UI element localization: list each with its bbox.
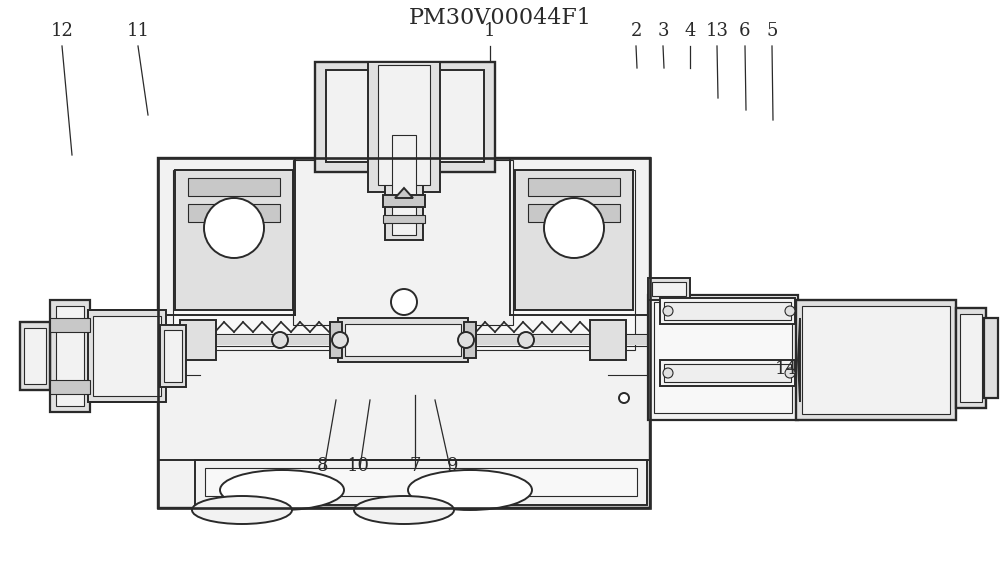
Ellipse shape [354,496,454,524]
Bar [648,278,690,300]
Text: 4: 4 [684,22,696,40]
Bar [802,306,950,414]
Bar [88,310,166,402]
Circle shape [663,306,673,316]
Circle shape [458,332,474,348]
Circle shape [518,332,534,348]
Bar [158,158,650,508]
Text: 5: 5 [766,22,778,40]
Bar [56,306,84,406]
Bar [652,282,686,296]
Bar [20,322,50,390]
Bar [188,178,280,196]
Bar [158,335,650,345]
Bar [515,170,633,310]
Text: 1: 1 [484,22,496,40]
Bar [180,320,216,360]
Bar [528,204,620,222]
Bar [383,215,425,223]
Text: 7: 7 [409,457,421,475]
Bar [50,318,90,332]
Bar [164,330,182,382]
Bar [960,314,982,402]
Text: 8: 8 [316,457,328,475]
Circle shape [785,306,795,316]
Bar [175,170,293,310]
Bar [173,170,635,350]
Bar [188,204,280,222]
Text: 14: 14 [775,360,797,378]
Circle shape [663,368,673,378]
Bar [160,325,186,387]
Ellipse shape [220,470,344,510]
Bar [368,62,440,192]
Bar [338,318,468,362]
Bar [648,295,798,420]
Text: 6: 6 [739,22,751,40]
Bar [385,130,423,240]
Bar [24,328,46,384]
Text: 13: 13 [706,22,728,40]
Bar [664,364,791,382]
Text: 12: 12 [51,22,73,40]
Circle shape [391,289,417,315]
Circle shape [785,368,795,378]
Text: 2: 2 [630,22,642,40]
Bar [50,380,90,394]
Bar [195,460,647,505]
Text: 11: 11 [126,22,150,40]
Ellipse shape [192,496,292,524]
Bar [50,300,90,412]
Bar [590,320,626,360]
Text: 10: 10 [347,457,370,475]
Bar [984,318,998,398]
Bar [464,322,476,358]
Text: 3: 3 [657,22,669,40]
Bar [330,322,342,358]
Bar [654,302,792,413]
Polygon shape [798,318,800,402]
Text: 9: 9 [447,457,459,475]
Bar [93,316,161,396]
Ellipse shape [408,470,532,510]
Bar [326,70,484,162]
Bar [956,308,986,408]
Bar [528,178,620,196]
Bar [345,324,461,356]
Bar [205,468,637,496]
Text: PM30V00044F1: PM30V00044F1 [409,7,591,29]
Bar [796,300,956,420]
Bar [660,360,795,386]
Bar [660,298,795,324]
Circle shape [204,198,264,258]
Circle shape [544,198,604,258]
Bar [392,135,416,235]
Polygon shape [395,188,413,198]
Bar [293,160,513,325]
Bar [315,62,495,172]
Circle shape [332,332,348,348]
Bar [664,302,791,320]
Bar [158,158,650,508]
Circle shape [272,332,288,348]
Bar [383,195,425,207]
Bar [378,65,430,185]
Circle shape [619,393,629,403]
